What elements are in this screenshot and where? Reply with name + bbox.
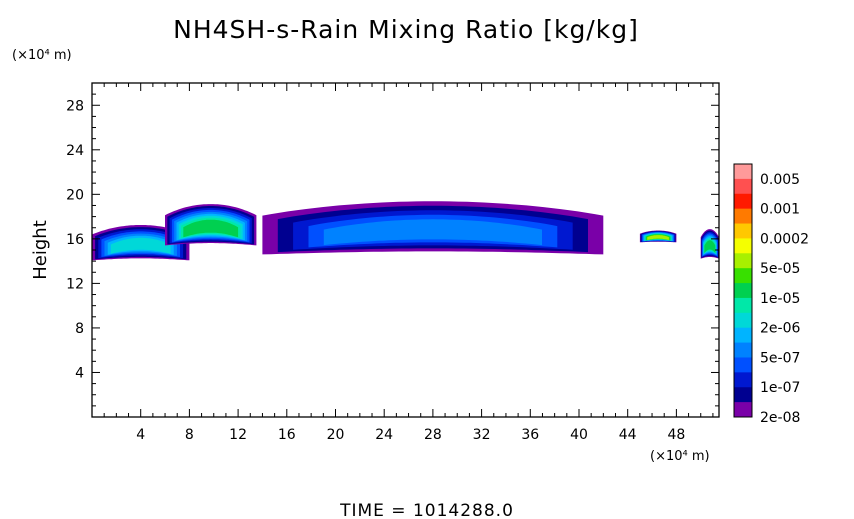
colorbar-label: 5e-07 (760, 350, 800, 366)
field-band (647, 235, 669, 240)
colorbar-swatch (734, 253, 752, 269)
colorbar-swatch (734, 297, 752, 314)
colorbar-swatch (734, 312, 752, 329)
x-tick-label: 4 (136, 427, 145, 443)
y-tick-label: 16 (66, 232, 84, 248)
x-tick-label: 28 (424, 427, 442, 443)
y-tick-label: 28 (66, 98, 84, 114)
y-axis-label: Height (30, 220, 51, 280)
y-tick-label: 4 (75, 365, 84, 381)
colorbar-swatch (734, 178, 752, 195)
field-region (639, 230, 677, 243)
x-tick-label: 40 (570, 427, 588, 443)
colorbar-swatch (734, 283, 752, 299)
x-tick-label: 44 (619, 427, 637, 443)
y-tick-label: 12 (66, 276, 84, 292)
chart-title: NH4SH-s-Rain Mixing Ratio [kg/kg] (173, 15, 639, 44)
colorbar-swatch (734, 327, 752, 344)
colorbar: 0.005 0.001 0.0002 5e-05 1e-05 2e-06 5e-07 1e-0… (733, 163, 809, 426)
field-region (700, 229, 719, 259)
colorbar-label: 0.001 (760, 202, 800, 218)
colorbar-swatch (734, 223, 752, 239)
colorbar-label: 5e-05 (760, 261, 800, 277)
colorbar-label: 0.0002 (760, 231, 809, 247)
colorbar-swatch (734, 208, 752, 225)
colorbar-label: 0.005 (760, 172, 800, 188)
y-tick-label: 8 (75, 321, 84, 337)
colorbar-swatch (734, 387, 752, 403)
mixing-ratio-field (92, 201, 719, 261)
x-tick-label: 36 (521, 427, 539, 443)
field-band (183, 219, 239, 238)
x-tick-label: 8 (185, 427, 194, 443)
y-tick-label: 24 (66, 143, 84, 159)
colorbar-swatch (734, 268, 752, 284)
field-region (262, 201, 604, 255)
colorbar-swatch (734, 357, 752, 373)
x-tick-label: 32 (473, 427, 491, 443)
x-tick-label: 48 (667, 427, 685, 443)
colorbar-label: 2e-08 (760, 410, 800, 426)
x-axis-unit: (×10⁴ m) (650, 449, 710, 464)
x-tick-label: 20 (327, 427, 345, 443)
colorbar-label: 1e-05 (760, 291, 800, 307)
x-tick-label: 24 (375, 427, 393, 443)
colorbar-frame (733, 163, 753, 418)
colorbar-swatch (734, 342, 752, 358)
x-tick-label: 16 (278, 427, 296, 443)
field-band (704, 240, 716, 253)
colorbar-swatch (734, 193, 752, 210)
field-region (165, 204, 257, 246)
field-region (92, 225, 190, 261)
time-stamp: TIME = 1014288.0 (339, 501, 514, 519)
y-tick-label: 20 (66, 187, 84, 203)
y-axis-unit: (×10⁴ m) (12, 48, 72, 63)
colorbar-label: 2e-06 (760, 321, 800, 337)
colorbar-swatch (734, 402, 752, 418)
colorbar-swatch (734, 372, 752, 388)
colorbar-swatch (734, 238, 752, 254)
field-band (110, 237, 171, 254)
x-tick-label: 12 (229, 427, 247, 443)
field-band (323, 219, 542, 246)
colorbar-swatch (734, 164, 752, 180)
colorbar-label: 1e-07 (760, 380, 800, 396)
